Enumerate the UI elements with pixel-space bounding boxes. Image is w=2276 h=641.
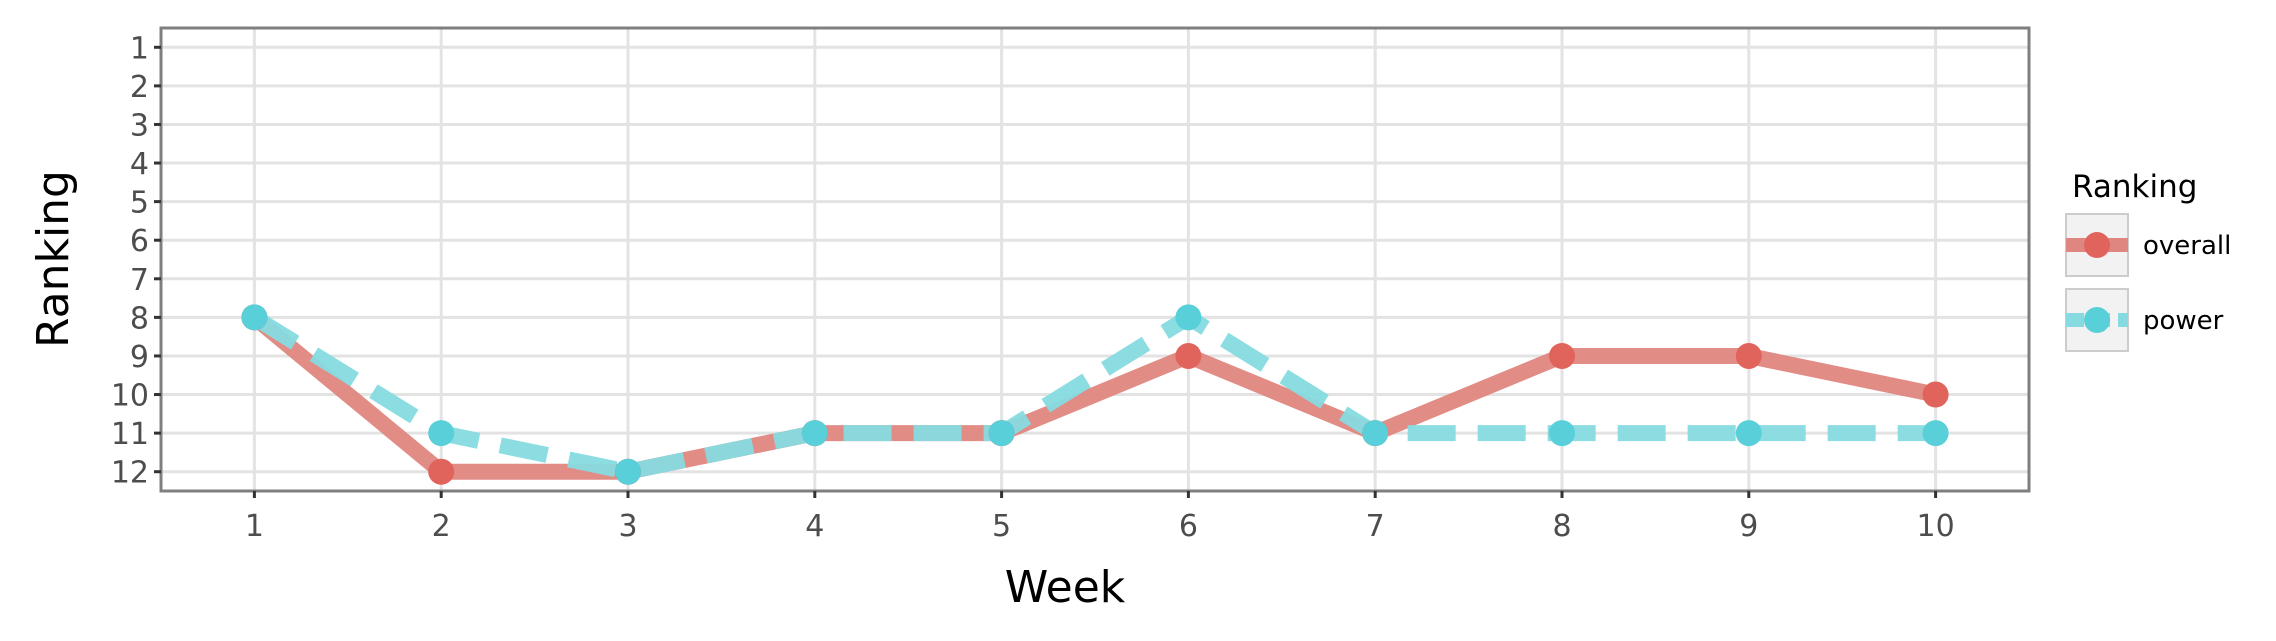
x-tick-label: 1: [245, 509, 264, 544]
x-tick-label: 4: [805, 509, 824, 544]
y-tick-label: 11: [111, 417, 149, 452]
data-point-power: [1922, 420, 1949, 447]
data-point-power: [1735, 420, 1762, 447]
y-tick-label: 8: [130, 301, 149, 336]
x-tick-label: 5: [992, 509, 1011, 544]
series-line-power: [250, 309, 1936, 480]
y-tick-label: 9: [130, 340, 149, 375]
data-point-power: [1549, 420, 1575, 447]
data-point-power: [1175, 304, 1202, 331]
y-axis-title: Ranking: [28, 170, 79, 348]
x-tick-label: 10: [1917, 509, 1955, 544]
legend-label: overall: [2143, 231, 2231, 261]
y-tick-label: 3: [130, 108, 149, 143]
x-gridlines: [252, 28, 1938, 491]
x-axis-ticks: 1 2 3 4 5 6 7 8 9 10: [245, 491, 1955, 544]
data-point-power: [615, 458, 641, 485]
y-tick-label: 10: [111, 379, 149, 414]
legend-key-point: [2084, 307, 2110, 333]
legend-title: Ranking: [2072, 169, 2197, 205]
data-point-power: [801, 420, 828, 447]
series-layer: [241, 304, 1949, 485]
x-tick-label: 6: [1179, 509, 1198, 544]
y-tick-label: 7: [130, 263, 149, 298]
y-tick-label: 1: [130, 31, 149, 66]
series-line-overall: [249, 311, 1938, 480]
data-point-overall: [1175, 342, 1202, 369]
x-tick-label: 3: [618, 509, 637, 544]
legend-label: power: [2143, 306, 2224, 336]
y-tick-label: 2: [130, 70, 149, 105]
data-point-overall: [1549, 342, 1575, 369]
legend-item-overall: overall: [2065, 213, 2231, 277]
data-point-power: [1362, 420, 1389, 447]
panel-background: [161, 28, 2029, 491]
y-tick-label: 4: [130, 147, 149, 182]
x-tick-label: 2: [432, 509, 451, 544]
x-tick-label: 8: [1552, 509, 1571, 544]
legend-item-power: power: [2065, 288, 2224, 352]
legend: Ranking overall power: [2065, 169, 2231, 352]
legend-key-point: [2084, 232, 2110, 258]
y-tick-label: 6: [130, 224, 149, 259]
data-point-overall: [428, 458, 455, 485]
data-point-overall: [1735, 342, 1762, 369]
x-tick-label: 9: [1739, 509, 1758, 544]
y-tick-label: 12: [111, 456, 149, 491]
data-point-power: [988, 420, 1015, 447]
data-point-power: [241, 304, 268, 331]
legend-items: overall power: [2065, 213, 2231, 352]
data-point-overall: [1922, 381, 1949, 408]
panel-border: [159, 26, 2031, 493]
x-axis-title: Week: [1005, 562, 1126, 613]
data-point-power: [428, 420, 455, 447]
x-tick-label: 7: [1366, 509, 1385, 544]
y-tick-label: 5: [130, 186, 149, 221]
